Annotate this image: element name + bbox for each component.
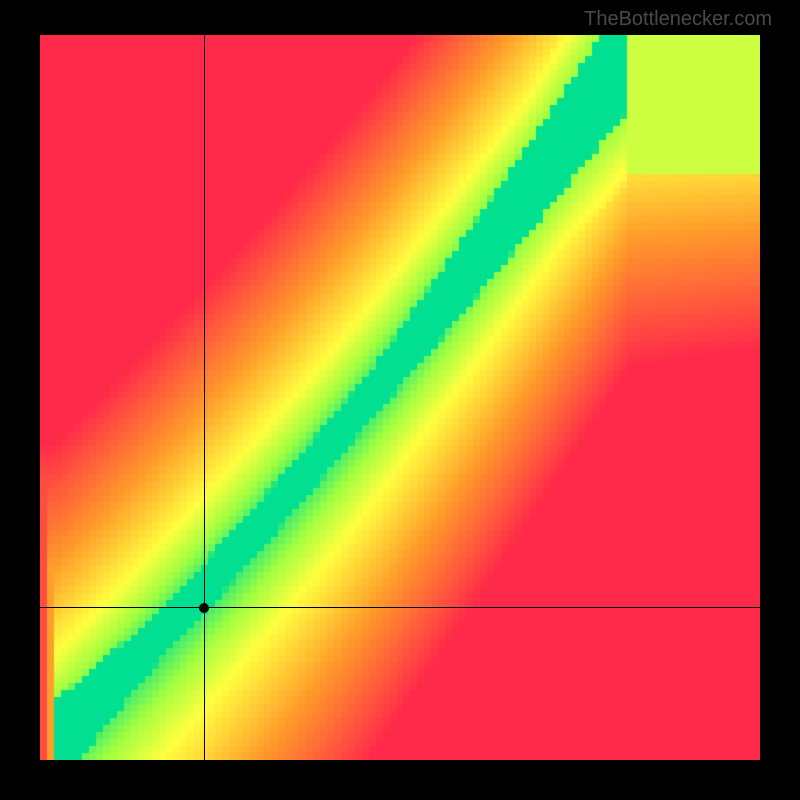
crosshair-vertical bbox=[204, 35, 205, 760]
watermark-text: TheBottlenecker.com bbox=[584, 8, 772, 31]
heatmap-plot bbox=[40, 35, 760, 760]
crosshair-horizontal bbox=[40, 607, 760, 608]
data-point-marker bbox=[199, 603, 209, 613]
heatmap-canvas bbox=[40, 35, 760, 760]
